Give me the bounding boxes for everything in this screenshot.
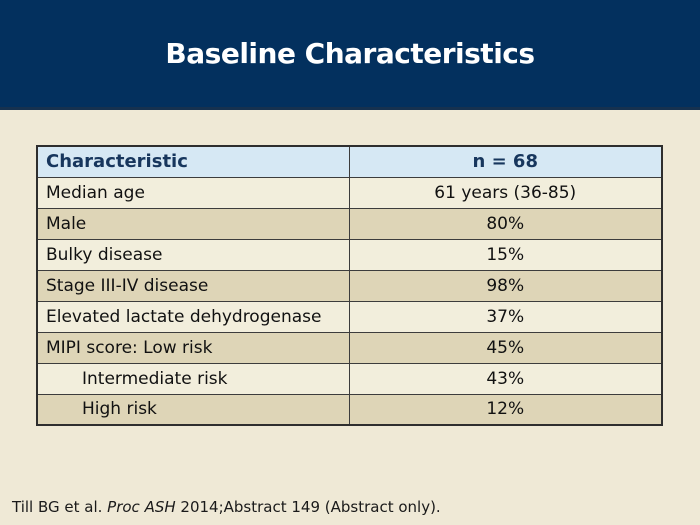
row-value: 45% — [348, 331, 663, 364]
citation-suffix: 2014;Abstract 149 (Abstract only). — [175, 498, 441, 516]
row-label: MIPI score: Low risk — [36, 331, 350, 364]
row-label: High risk — [36, 393, 350, 426]
characteristics-table: Characteristic n = 68 Median age 61 years… — [36, 145, 663, 426]
table-row: Elevated lactate dehydrogenase 37% — [36, 300, 663, 333]
table-row: Median age 61 years (36-85) — [36, 176, 663, 209]
row-label: Bulky disease — [36, 238, 350, 271]
page-title: Baseline Characteristics — [165, 37, 535, 70]
table-row: MIPI score: Low risk 45% — [36, 331, 663, 364]
row-label: Stage III-IV disease — [36, 269, 350, 302]
table-row: Intermediate risk 43% — [36, 362, 663, 395]
table-row: Male 80% — [36, 207, 663, 240]
row-label: Male — [36, 207, 350, 240]
table-header-row: Characteristic n = 68 — [36, 145, 663, 178]
row-label: Elevated lactate dehydrogenase — [36, 300, 350, 333]
table-body: Median age 61 years (36-85) Male 80% Bulky d… — [36, 176, 663, 426]
row-value: 80% — [348, 207, 663, 240]
header-characteristic: Characteristic — [36, 145, 350, 178]
row-value: 61 years (36-85) — [348, 176, 663, 209]
row-label: Median age — [36, 176, 350, 209]
table-row: Bulky disease 15% — [36, 238, 663, 271]
row-value: 98% — [348, 269, 663, 302]
citation: Till BG et al. Proc ASH 2014;Abstract 14… — [12, 498, 441, 516]
citation-prefix: Till BG et al. — [12, 498, 108, 516]
citation-journal: Proc ASH — [107, 498, 176, 516]
table-row: High risk 12% — [36, 393, 663, 426]
row-value: 43% — [348, 362, 663, 395]
row-value: 37% — [348, 300, 663, 333]
table-row: Stage III-IV disease 98% — [36, 269, 663, 302]
row-value: 12% — [348, 393, 663, 426]
row-value: 15% — [348, 238, 663, 271]
row-label: Intermediate risk — [36, 362, 350, 395]
header-n-value: n = 68 — [348, 145, 663, 178]
title-band: Baseline Characteristics — [0, 0, 700, 110]
characteristics-table-container: Characteristic n = 68 Median age 61 years… — [36, 145, 663, 426]
